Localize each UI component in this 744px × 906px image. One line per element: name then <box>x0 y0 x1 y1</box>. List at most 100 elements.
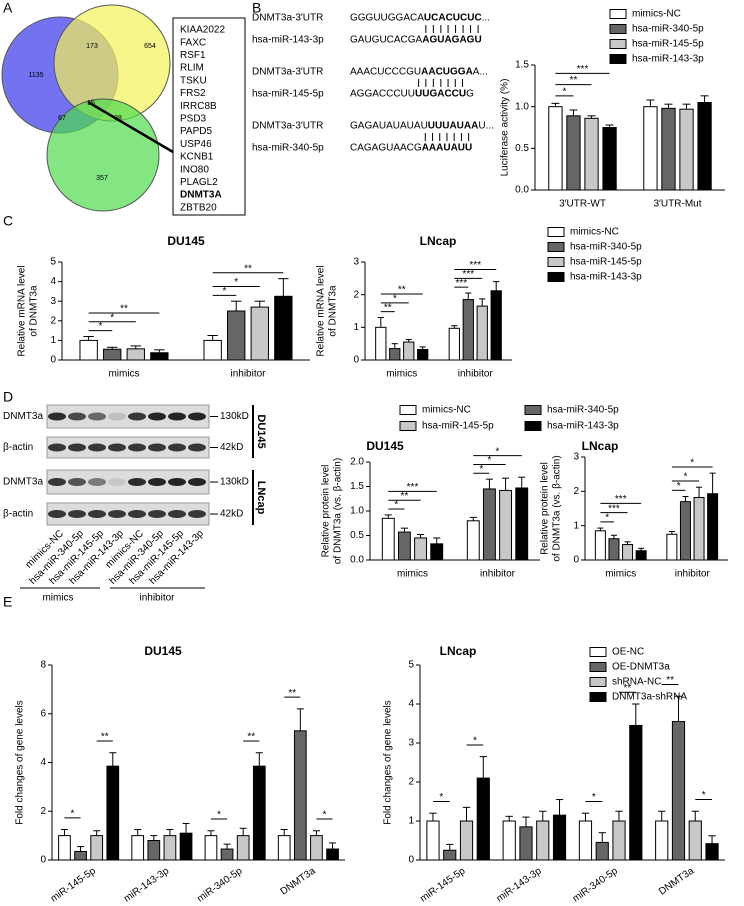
venn-count: 357 <box>96 175 108 182</box>
bar <box>293 730 307 861</box>
legend-label: hsa-miR-145-5p <box>570 257 642 268</box>
significance-label: * <box>439 792 443 803</box>
significance-label: * <box>487 455 491 466</box>
blot-band <box>68 443 86 452</box>
y-tick-label: 0.0 <box>515 185 529 196</box>
bar <box>381 517 395 561</box>
significance-label: ** <box>244 263 252 274</box>
legend-swatch <box>589 677 607 687</box>
bar <box>476 305 488 361</box>
blot-band <box>188 510 206 518</box>
bar <box>103 348 122 361</box>
legend-label: hsa-miR-340-5p <box>570 242 642 253</box>
sequence: UUUAUAA <box>428 121 479 132</box>
sequence-label: DNMT3a-3′UTR <box>252 13 323 24</box>
sequence: ... <box>482 13 490 24</box>
bar <box>163 835 177 861</box>
blot-band <box>128 478 146 486</box>
significance-label: *** <box>469 260 481 271</box>
blot-size: 130kD <box>220 411 249 422</box>
significance-label: *** <box>455 278 467 289</box>
sequence-label: hsa-miR-143-3p <box>252 35 324 46</box>
bar <box>375 326 387 361</box>
significance-label: * <box>222 286 226 297</box>
bar <box>629 724 643 861</box>
bar <box>58 835 71 861</box>
sequence: G <box>466 89 474 100</box>
panel-label: C <box>3 213 13 229</box>
bar <box>705 843 719 861</box>
y-tick-label: 3 <box>408 738 414 749</box>
y-tick-label: 0.0 <box>350 555 364 566</box>
y-tick-label: 4 <box>50 276 56 287</box>
y-axis-label: of DNMT3a (vs. β-actin) <box>552 455 563 561</box>
sequence-label: DNMT3a-3′UTR <box>252 121 323 132</box>
blot-band <box>168 443 186 452</box>
legend-swatch <box>589 692 607 702</box>
blot-row-label: DNMT3a <box>3 477 43 488</box>
y-tick-label: 6 <box>40 708 46 719</box>
blot-band <box>108 443 126 452</box>
bar <box>707 493 719 561</box>
significance-label: *** <box>608 503 620 514</box>
blot-band <box>188 443 206 452</box>
bar <box>459 820 474 861</box>
y-axis-label: Fold changes of gene levels <box>15 700 26 825</box>
bar <box>622 544 634 561</box>
significance-label: * <box>473 736 477 747</box>
x-tick-label: 3′UTR-Mut <box>654 199 702 210</box>
y-tick-label: 1.5 <box>515 60 529 71</box>
gene: KCNB1 <box>180 152 214 163</box>
y-tick-label: 2 <box>50 315 56 326</box>
bar <box>602 127 617 191</box>
bar <box>277 835 291 861</box>
y-tick-label: 4 <box>40 757 46 768</box>
y-tick-label: 5 <box>50 257 56 268</box>
blot-band <box>108 412 126 421</box>
x-tick-label: DNMT3a <box>279 865 318 897</box>
y-tick-label: 2 <box>573 486 579 497</box>
bar <box>403 341 415 361</box>
blot-band <box>148 510 166 518</box>
gene: PAPD5 <box>180 126 212 137</box>
y-axis-label: Relative protein level <box>321 465 332 558</box>
significance-label: ** <box>570 75 578 86</box>
blot-size: 130kD <box>220 477 249 488</box>
legend-label: DNMT3a-shRNA <box>612 692 687 703</box>
significance-label: *** <box>577 64 589 75</box>
sequence: AAAUAUU <box>422 143 473 154</box>
bar <box>499 489 513 561</box>
significance-label: * <box>394 500 398 511</box>
significance-label: * <box>217 810 221 821</box>
bar <box>417 349 429 361</box>
venn-count: 67 <box>58 115 66 122</box>
blot-band <box>108 478 126 486</box>
significance-label: * <box>605 513 609 524</box>
x-tick-label: DNMT3a <box>657 865 696 897</box>
y-tick-label: 0.5 <box>350 530 364 541</box>
significance-label: ** <box>398 285 406 296</box>
bar <box>466 520 480 561</box>
bar <box>490 290 502 361</box>
bar <box>274 295 293 361</box>
venn-count: 38 <box>114 115 122 122</box>
chart-title: DU145 <box>167 234 205 248</box>
blot-band <box>168 478 186 486</box>
blot-band <box>188 412 206 421</box>
bar <box>595 841 609 861</box>
x-tick-label: miR-145-5p <box>49 865 98 904</box>
x-tick-label: miR-143-3p <box>495 865 544 904</box>
y-axis-label: of DNMT3a (vs. β-actin) <box>333 458 344 564</box>
chart-title: LNcap <box>440 644 477 658</box>
bar <box>608 538 620 561</box>
chart-title: LNcap <box>420 234 457 248</box>
gene: RSF1 <box>180 50 206 61</box>
chart-title: LNcap <box>582 439 619 453</box>
significance-label: * <box>393 293 397 304</box>
significance-label: ** <box>666 675 674 686</box>
bar <box>462 299 474 361</box>
sequence: AAACUCCCGU <box>350 67 421 78</box>
bar <box>655 820 669 861</box>
y-tick-label: 1.0 <box>515 101 529 112</box>
gene: DNMT3A <box>180 190 222 201</box>
